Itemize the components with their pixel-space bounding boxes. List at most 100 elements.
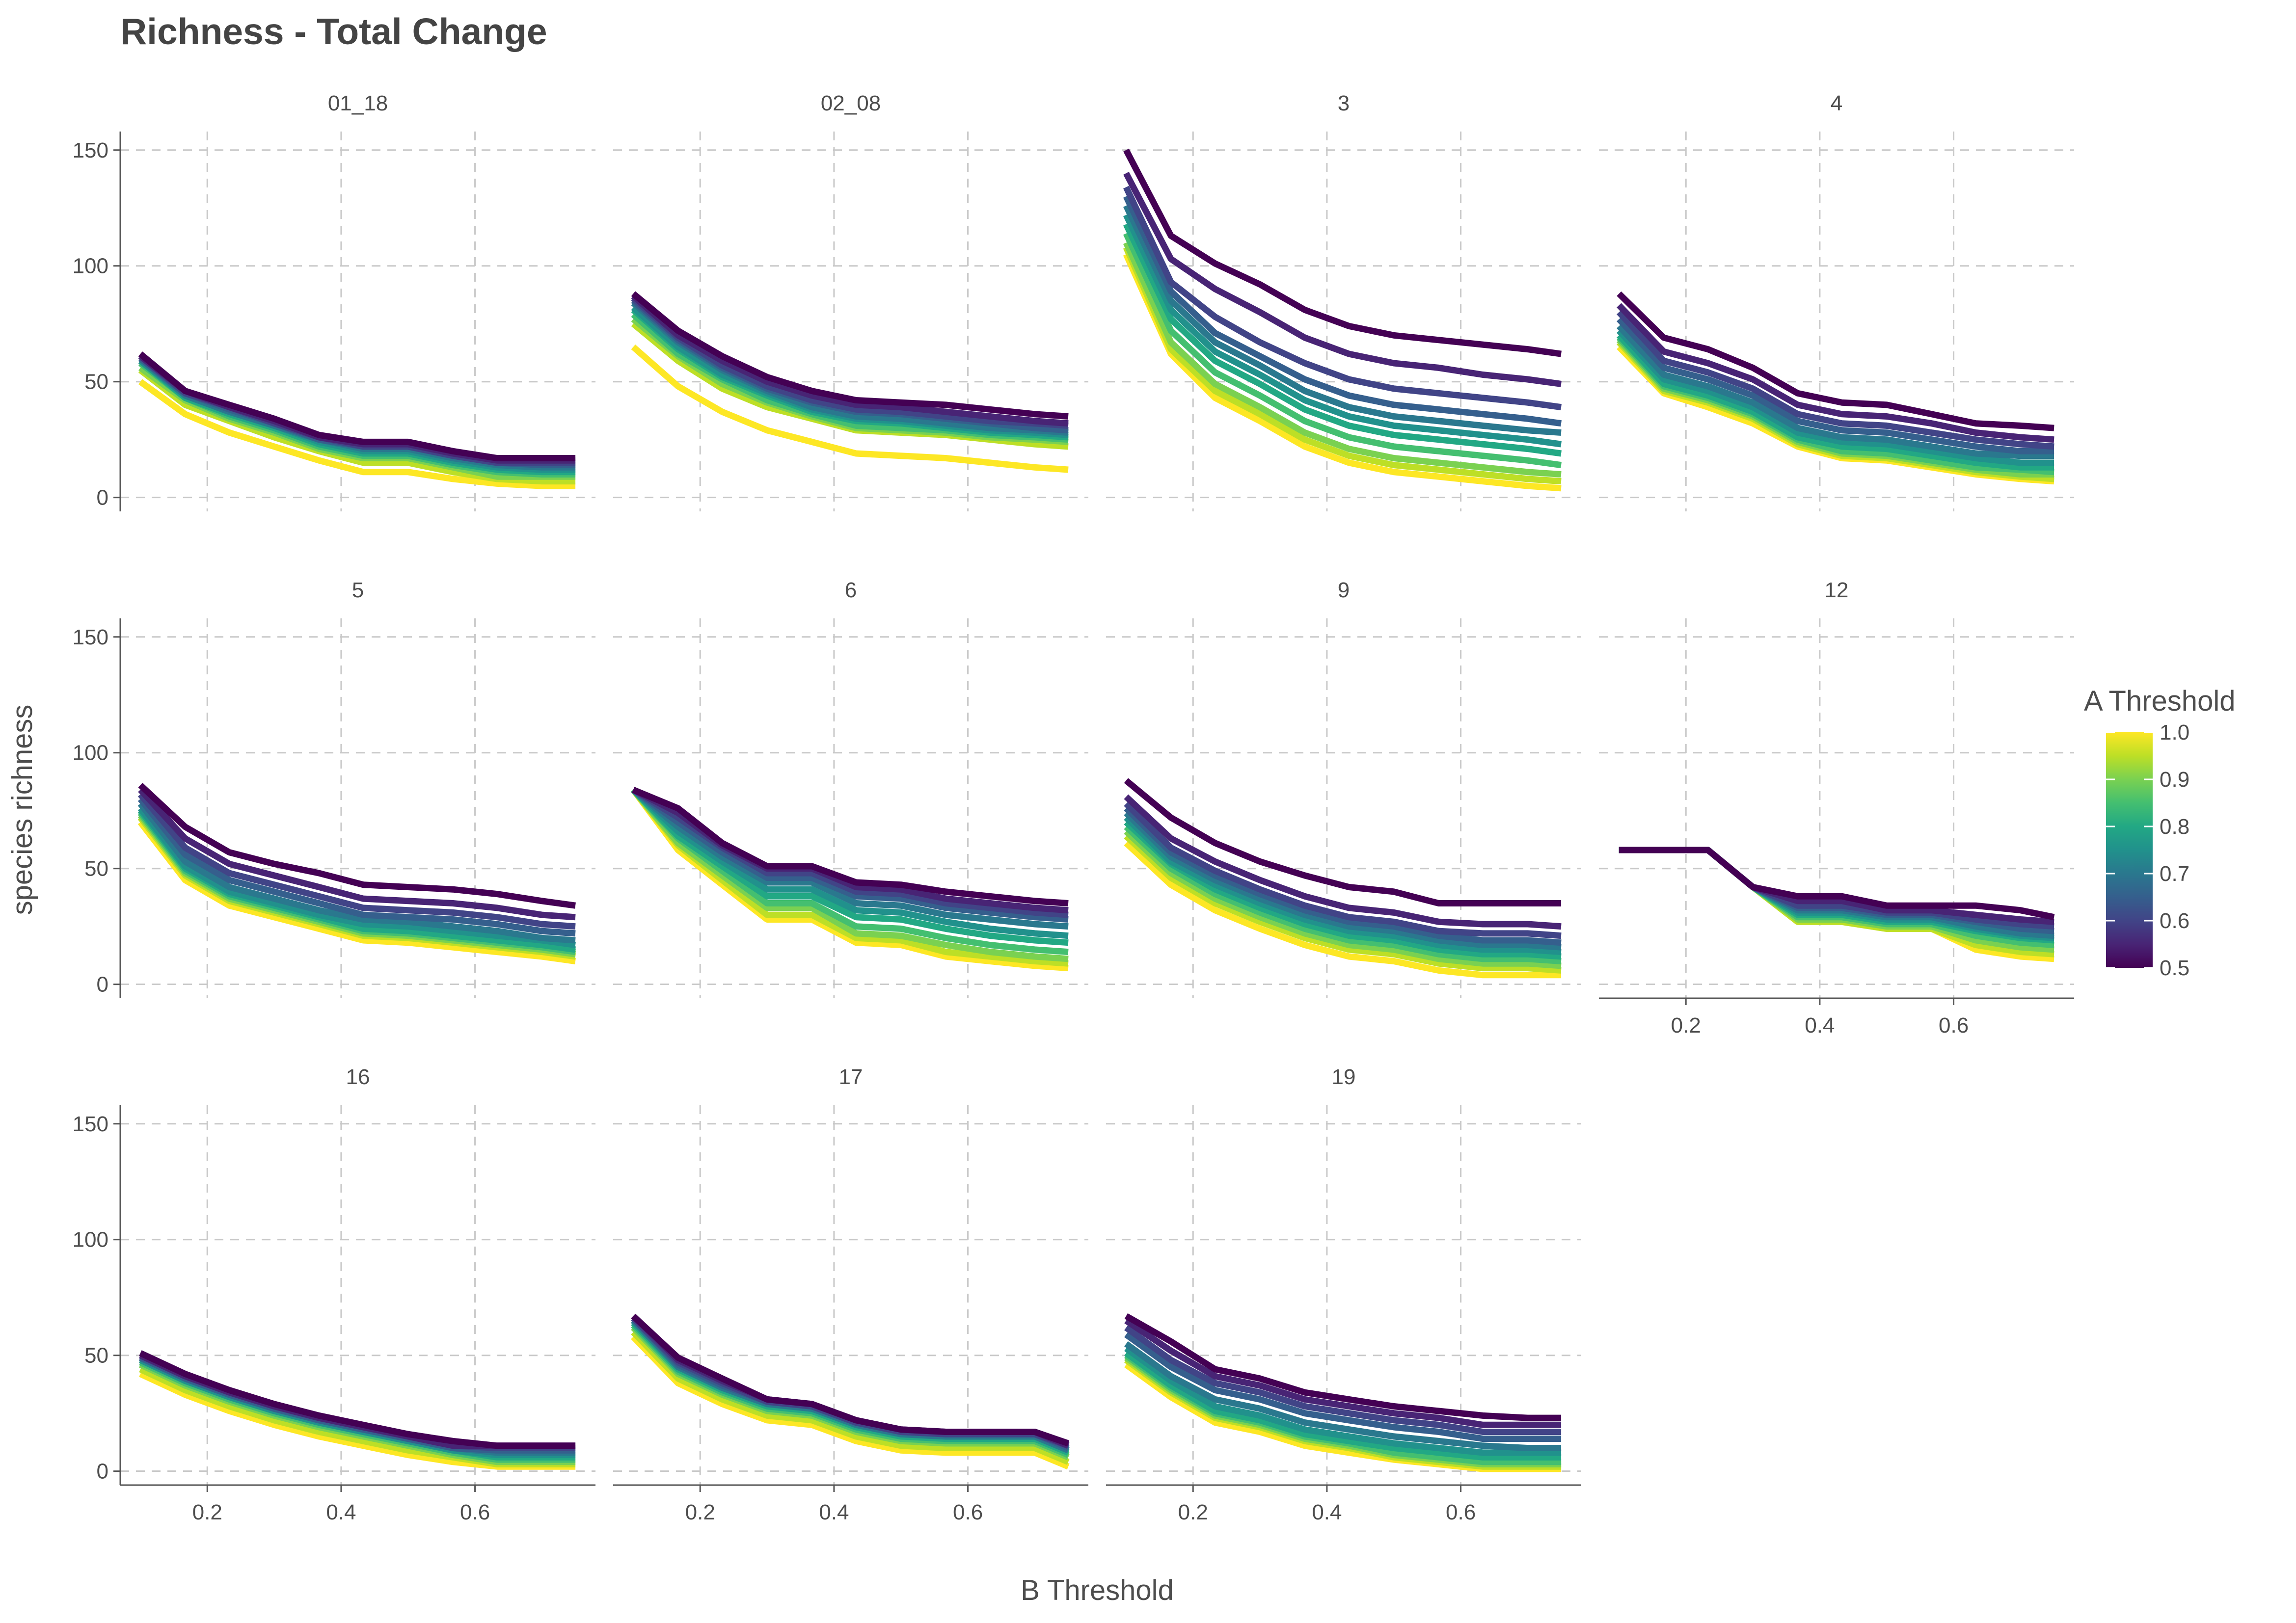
- facet-strip-label: 12: [1825, 578, 1849, 602]
- series-line-a-0.5: [631, 291, 1069, 420]
- x-tick-label: 0.4: [819, 1500, 849, 1524]
- series-line-a-0.5: [138, 783, 576, 909]
- facet-panel-12: 12 0.2 0.4 0.6: [1599, 578, 2074, 1038]
- facet-panel-4: 4: [1599, 91, 2074, 511]
- series-line-a-0.8: [1124, 1350, 1562, 1461]
- colorbar-label: 1.0: [2160, 720, 2189, 745]
- x-tick-label: 0.6: [953, 1500, 983, 1524]
- series-line-a-0.8: [1617, 333, 2054, 471]
- series-line-a-0.65: [137, 797, 576, 937]
- series-line-a-0.75: [1617, 328, 2054, 466]
- series-line-a-0.5: [1124, 1313, 1562, 1421]
- series-line-a-1: [630, 788, 1069, 972]
- series-line-a-0.95: [1124, 833, 1562, 974]
- y-tick-label: 50: [84, 370, 108, 394]
- facet-strip-label: 16: [346, 1065, 370, 1089]
- colorbar-ticks: 1.0 0.9 0.8 0.7 0.6 0.5: [2106, 720, 2189, 980]
- series-line-a-0.5: [631, 1313, 1070, 1447]
- series-line-a-0.9: [630, 788, 1069, 962]
- x-tick-label: 0.4: [326, 1500, 356, 1524]
- facet-panel-02_08: 02_08: [613, 91, 1088, 511]
- x-tick-label: 0.4: [1805, 1013, 1835, 1038]
- series-line-a-0.8: [1124, 820, 1562, 960]
- series-line-a-0.5: [632, 787, 1069, 906]
- series-line-a-0.6: [1124, 801, 1562, 939]
- y-axis-title: species richness: [6, 705, 38, 915]
- series-line-a-0.7: [1124, 1341, 1562, 1451]
- series-line-a-0.5: [138, 351, 576, 461]
- facet-strip-label: 3: [1338, 91, 1350, 115]
- series-line-a-0.65: [1617, 317, 2054, 454]
- facet-strip-label: 01_18: [328, 91, 388, 115]
- y-tick-label: 100: [73, 1228, 108, 1252]
- facet-panel-17: 17 0.2 0.4 0.6: [613, 1065, 1088, 1524]
- series-line-a-0.7: [1617, 323, 2054, 459]
- series-line-a-1: [631, 345, 1069, 473]
- series-line-a-0.55: [1123, 171, 1562, 387]
- series-line-a-0.6: [1123, 186, 1562, 411]
- series-line-a-0.6: [1617, 310, 2054, 450]
- series-line-a-0.55: [138, 787, 576, 921]
- y-tick-label: 100: [73, 741, 108, 765]
- series-line-a-0.6: [631, 295, 1069, 429]
- series-line-a-0.9: [1123, 241, 1562, 478]
- facet-strip-label: 9: [1338, 578, 1350, 602]
- series-line-a-0.95: [631, 1330, 1070, 1465]
- series-line-a-0.55: [1124, 1318, 1562, 1428]
- series-line-a-0.7: [1123, 204, 1562, 436]
- series-line-a-0.55: [1617, 303, 2054, 443]
- series-line-a-1: [137, 820, 576, 964]
- x-tick-label: 0.2: [192, 1500, 222, 1524]
- x-tick-label: 0.2: [1178, 1500, 1208, 1524]
- colorbar-legend: A Threshold 1.0 0.9 0.8 0.7 0.6 0.5: [2084, 685, 2235, 980]
- facet-strip-label: 17: [839, 1065, 863, 1089]
- facet-panel-3: 3: [1106, 91, 1581, 511]
- x-tick-label: 0.2: [1671, 1013, 1701, 1038]
- series-line-a-0.65: [1124, 1331, 1562, 1442]
- series-line-a-0.95: [1123, 246, 1562, 485]
- facet-panel-16: 16 0 50 100 150 0.2 0.4 0.6: [73, 1065, 595, 1524]
- colorbar-label: 0.9: [2160, 768, 2189, 792]
- series-line-a-0.55: [631, 293, 1069, 427]
- y-tick-label: 0: [97, 973, 108, 997]
- y-tick-label: 0: [97, 486, 108, 510]
- series-line-a-0.6: [137, 792, 576, 930]
- facet-strip-label: 5: [352, 578, 364, 602]
- y-tick-label: 150: [73, 1112, 108, 1136]
- series-line-a-0.8: [631, 787, 1069, 946]
- series-line-a-0.5: [1124, 778, 1562, 906]
- y-tick-label: 50: [84, 857, 108, 881]
- series-line-a-0.85: [1123, 232, 1562, 469]
- series-line-a-0.6: [1124, 1325, 1562, 1435]
- series-line-a-0.65: [631, 787, 1069, 923]
- series-line-a-0.55: [1124, 794, 1562, 930]
- series-line-a-1: [1124, 841, 1562, 979]
- series-line-a-0.9: [1124, 829, 1562, 969]
- facet-strip-label: 19: [1332, 1065, 1356, 1089]
- series-line-a-0.75: [1123, 213, 1562, 448]
- series-line-a-0.75: [137, 806, 576, 948]
- series-line-a-0.5: [1619, 847, 2055, 921]
- facet-panel-9: 9: [1106, 578, 1581, 998]
- x-tick-label: 0.6: [1446, 1500, 1476, 1524]
- y-tick-label: 50: [84, 1344, 108, 1368]
- series-line-a-0.65: [1123, 195, 1562, 427]
- y-tick-label: 100: [73, 254, 108, 278]
- colorbar: [2106, 732, 2153, 968]
- chart-title: Richness - Total Change: [120, 11, 547, 52]
- series-line-a-0.5: [1123, 148, 1562, 357]
- series-line-a-0.7: [1124, 810, 1562, 951]
- x-tick-label: 0.6: [460, 1500, 490, 1524]
- y-tick-label: 0: [97, 1460, 108, 1484]
- legend-title: A Threshold: [2084, 685, 2235, 717]
- series-line-a-0.5: [139, 1350, 576, 1449]
- series-line-a-0.7: [631, 787, 1069, 930]
- facet-strip-label: 6: [845, 578, 857, 602]
- facet-panel-6: 6: [613, 578, 1088, 998]
- series-line-a-0.5: [1617, 291, 2054, 431]
- series-line-a-1: [138, 379, 576, 489]
- colorbar-label: 0.7: [2160, 862, 2189, 886]
